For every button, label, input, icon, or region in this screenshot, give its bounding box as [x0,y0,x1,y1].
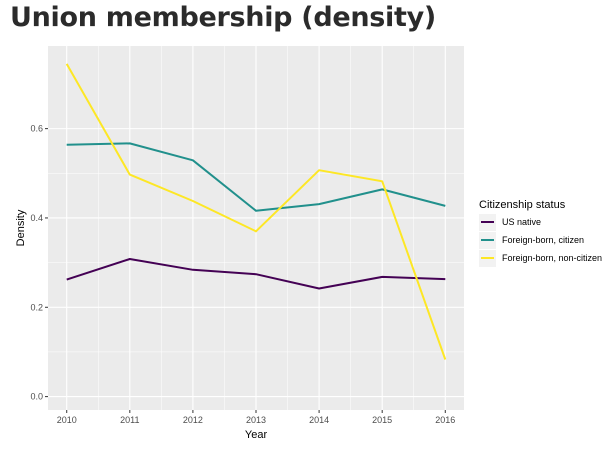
legend-label: US native [502,217,541,227]
legend-title: Citizenship status [479,199,566,211]
y-tick-label: 0.0 [30,392,43,402]
legend: Citizenship status US native Foreign-born… [479,199,602,267]
y-axis: 0.0 0.2 0.4 0.6 [30,124,48,402]
series-lines [65,63,447,360]
x-tick-label: 2010 [57,415,77,425]
major-gridlines [48,46,464,410]
y-axis-title: Density [15,209,27,246]
series-line-2 [66,142,446,212]
y-tick-label: 0.4 [30,213,43,223]
x-tick-label: 2015 [372,415,392,425]
x-tick-label: 2014 [309,415,329,425]
series-line-1 [66,258,446,290]
legend-label: Foreign-born, non-citizen [502,253,602,263]
y-tick-label: 0.6 [30,124,43,134]
chart-title: Union membership (density) [10,2,436,33]
x-tick-label: 2011 [120,415,139,425]
x-axis-title: Year [245,429,268,441]
legend-label: Foreign-born, citizen [502,235,584,245]
y-tick-label: 0.2 [30,302,43,312]
series-line-3 [65,63,447,360]
x-tick-label: 2013 [246,415,266,425]
x-tick-label: 2016 [435,415,455,425]
x-axis: 2010 2011 2012 2013 2014 2015 2016 [57,410,455,425]
x-tick-label: 2012 [183,415,203,425]
